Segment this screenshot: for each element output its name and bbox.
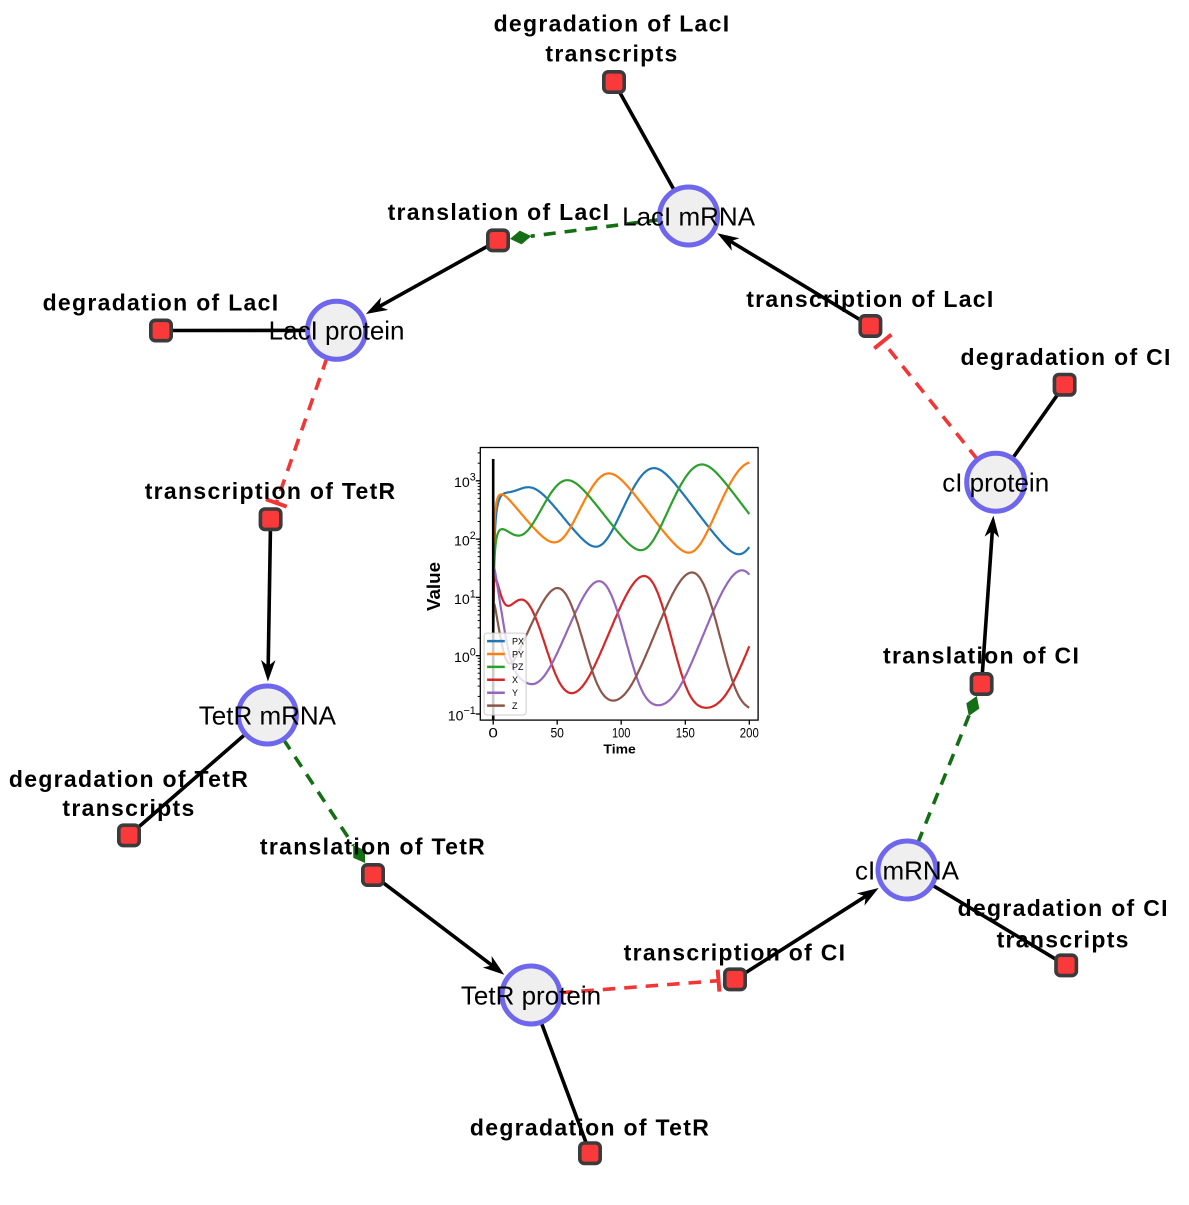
- svg-text:0: 0: [488, 725, 498, 741]
- svg-text:200: 200: [740, 725, 759, 741]
- svg-text:PY: PY: [512, 649, 524, 659]
- svg-text:LacI protein: LacI protein: [269, 316, 405, 346]
- svg-text:150: 150: [676, 725, 695, 741]
- svg-text:Time: Time: [603, 742, 635, 756]
- svg-text:Value: Value: [424, 562, 444, 611]
- svg-text:translation of TetR: translation of TetR: [260, 834, 486, 860]
- svg-text:degradation of CI: degradation of CI: [958, 895, 1169, 921]
- svg-text:degradation of CI: degradation of CI: [960, 344, 1171, 370]
- svg-text:100: 100: [612, 725, 631, 741]
- svg-text:degradation of TetR: degradation of TetR: [9, 766, 249, 792]
- svg-text:TetR mRNA: TetR mRNA: [199, 700, 337, 730]
- svg-text:TetR protein: TetR protein: [461, 980, 601, 1010]
- svg-text:X: X: [512, 675, 518, 685]
- svg-text:degradation of LacI: degradation of LacI: [494, 11, 731, 37]
- svg-text:transcripts: transcripts: [62, 795, 195, 821]
- svg-text:transcription of CI: transcription of CI: [624, 939, 847, 965]
- svg-text:cI mRNA: cI mRNA: [855, 855, 960, 885]
- svg-text:Y: Y: [512, 688, 518, 698]
- svg-text:PX: PX: [512, 636, 524, 646]
- svg-text:transcription of TetR: transcription of TetR: [145, 478, 397, 504]
- svg-text:translation of CI: translation of CI: [883, 642, 1080, 668]
- svg-text:translation of LacI: translation of LacI: [388, 199, 611, 225]
- svg-text:Z: Z: [512, 701, 518, 711]
- svg-text:transcripts: transcripts: [545, 41, 678, 67]
- svg-text:PZ: PZ: [512, 662, 524, 672]
- svg-text:transcripts: transcripts: [997, 927, 1130, 953]
- svg-text:degradation of LacI: degradation of LacI: [43, 290, 280, 316]
- svg-text:degradation of TetR: degradation of TetR: [470, 1114, 710, 1140]
- svg-text:transcription of LacI: transcription of LacI: [746, 286, 994, 312]
- svg-text:cI protein: cI protein: [942, 468, 1049, 498]
- svg-text:50: 50: [550, 725, 564, 741]
- svg-text:LacI mRNA: LacI mRNA: [622, 201, 756, 231]
